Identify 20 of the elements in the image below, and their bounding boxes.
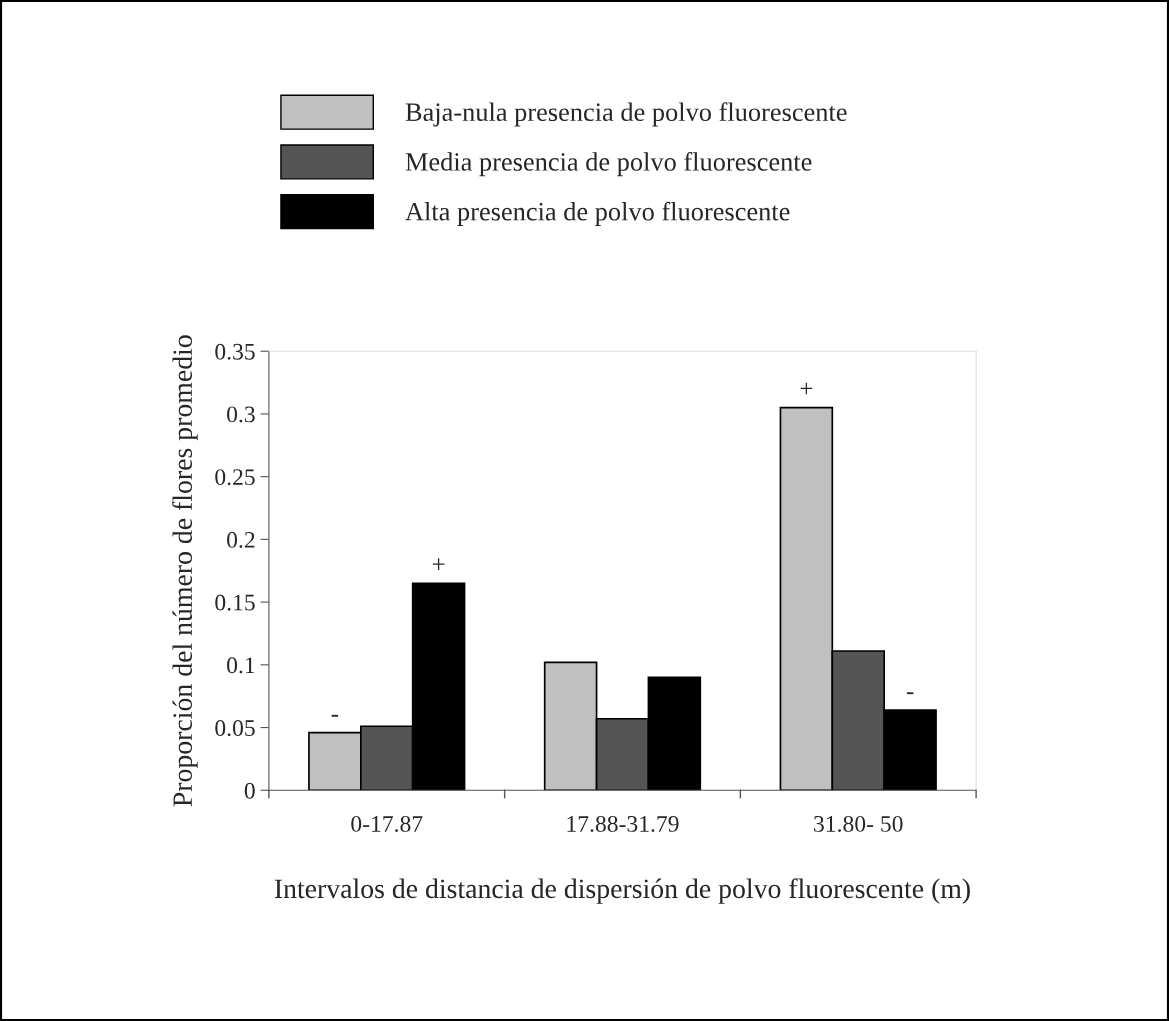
- data-label: +: [432, 558, 445, 570]
- x-axis-title: Intervalos de distancia de dispersión de polvo fluorescente (m): [274, 878, 970, 904]
- y-tick-label: 0.35: [215, 343, 255, 360]
- y-tick-label: 0: [244, 782, 255, 799]
- y-tick-label: 0.25: [215, 469, 255, 486]
- data-label: +: [800, 382, 813, 395]
- y-tick-label: 0.15: [215, 594, 255, 611]
- y-tick-label: 0.2: [227, 531, 255, 548]
- y-tick-label: 0.05: [215, 720, 255, 737]
- legend-label: Alta presencia de polvo fluorescente: [405, 201, 790, 226]
- y-tick-label: 0.1: [227, 657, 255, 674]
- y-axis-title: Proporción del número de flores promedio: [172, 335, 198, 807]
- x-tick-label: 17.88-31.79: [567, 815, 679, 832]
- data-label: -: [331, 714, 339, 717]
- data-label: -: [906, 692, 914, 695]
- legend-label: Baja-nula presencia de polvo fluorescente: [405, 102, 847, 127]
- y-tick-label: 0.3: [227, 406, 255, 423]
- x-tick-label: 31.80- 50: [814, 815, 903, 832]
- x-tick-label: 0-17.87: [351, 815, 423, 832]
- legend-label: Media presencia de polvo fluorescente: [405, 151, 812, 177]
